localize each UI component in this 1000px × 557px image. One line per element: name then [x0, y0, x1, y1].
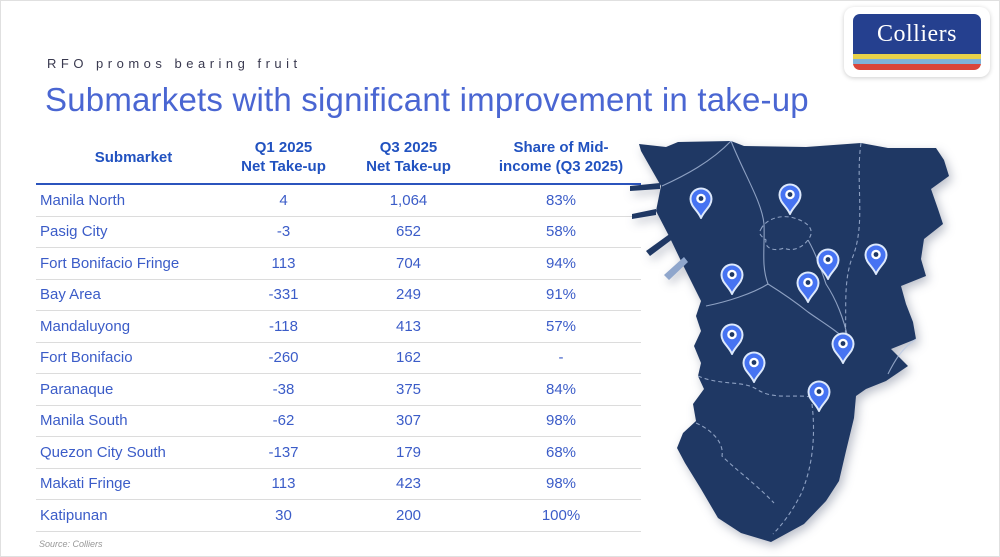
- cell-share-mid-income: 94%: [545, 254, 577, 272]
- logo-stripe-yellow: [853, 54, 981, 59]
- table-row: Fort Bonifacio -260 162 -: [36, 343, 641, 374]
- cell-submarket: Manila South: [40, 412, 128, 430]
- cell-q3-net-take-up: 249: [395, 286, 422, 304]
- map-pier: [646, 233, 674, 256]
- map-landmass: [630, 141, 949, 542]
- cell-q1-net-take-up: -3: [276, 223, 291, 241]
- source-note: Source: Colliers: [39, 539, 103, 549]
- cell-q1-net-take-up: 113: [271, 254, 296, 272]
- cell-share-mid-income: 57%: [545, 317, 577, 335]
- map-city-boundaries: [661, 140, 917, 535]
- cell-q3-net-take-up: 162: [395, 349, 422, 367]
- table-row: Bay Area -331 249 91%: [36, 280, 641, 311]
- cell-share-mid-income: 100%: [541, 506, 581, 524]
- cell-q3-net-take-up: 652: [395, 223, 422, 241]
- page-title: Submarkets with significant improvement …: [45, 81, 809, 118]
- table-row: Makati Fringe 113 423 98%: [36, 469, 641, 500]
- cell-submarket: Makati Fringe: [40, 475, 131, 493]
- submarkets-table: Submarket Q1 2025 Net Take-up Q3 2025 Ne…: [36, 133, 641, 532]
- cell-share-mid-income: 98%: [545, 475, 577, 493]
- cell-q3-net-take-up: 200: [395, 506, 422, 524]
- colliers-wordmark: Colliers: [853, 14, 981, 54]
- cell-submarket: Bay Area: [40, 286, 101, 304]
- cell-q3-net-take-up: 704: [395, 254, 422, 272]
- cell-submarket: Quezon City South: [40, 443, 166, 461]
- cell-q1-net-take-up: 30: [275, 506, 292, 524]
- cell-q1-net-take-up: 113: [271, 475, 296, 493]
- cell-q3-net-take-up: 423: [395, 475, 422, 493]
- cell-share-mid-income: 91%: [545, 286, 577, 304]
- cell-share-mid-income: -: [558, 349, 564, 367]
- cell-q1-net-take-up: -62: [272, 412, 295, 430]
- cell-submarket: Katipunan: [40, 506, 108, 524]
- cell-submarket: Mandaluyong: [40, 317, 131, 335]
- logo-stripe-blue: [853, 59, 981, 64]
- table-row: Katipunan 30 200 100%: [36, 500, 641, 532]
- cell-submarket: Manila North: [40, 191, 126, 209]
- table-row: Manila South -62 307 98%: [36, 406, 641, 437]
- map-outline: [639, 141, 949, 542]
- cell-q3-net-take-up: 413: [395, 317, 422, 335]
- cell-submarket: Fort Bonifacio Fringe: [40, 254, 180, 272]
- map-pier: [664, 257, 688, 280]
- map-pier: [632, 209, 656, 219]
- table-row: Fort Bonifacio Fringe 113 704 94%: [36, 248, 641, 280]
- table-body: Manila North 4 1,064 83% Pasig City -3 6…: [36, 185, 641, 532]
- cell-submarket: Fort Bonifacio: [40, 349, 133, 367]
- cell-q1-net-take-up: -331: [268, 286, 299, 304]
- cell-share-mid-income: 68%: [545, 443, 577, 461]
- cell-share-mid-income: 83%: [545, 191, 577, 209]
- cell-q1-net-take-up: -38: [272, 380, 295, 398]
- cell-q3-net-take-up: 179: [395, 443, 422, 461]
- map-pier: [630, 183, 660, 191]
- table-row: Manila North 4 1,064 83%: [36, 185, 641, 217]
- table-header-row: Submarket Q1 2025 Net Take-up Q3 2025 Ne…: [36, 133, 641, 185]
- col-header-submarket: Submarket: [94, 148, 173, 166]
- table-row: Quezon City South -137 179 68%: [36, 437, 641, 469]
- cell-q1-net-take-up: -118: [269, 317, 298, 335]
- table-row: Mandaluyong -118 413 57%: [36, 311, 641, 343]
- cell-submarket: Pasig City: [40, 223, 108, 241]
- col-header-q3-net-take-up: Q3 2025 Net Take-up: [366, 139, 451, 175]
- kicker-text: RFO promos bearing fruit: [47, 56, 302, 71]
- cell-share-mid-income: 98%: [545, 412, 577, 430]
- cell-q1-net-take-up: -260: [268, 349, 299, 367]
- cell-q3-net-take-up: 307: [395, 412, 422, 430]
- colliers-logo-mark: Colliers: [853, 14, 981, 70]
- cell-share-mid-income: 58%: [545, 223, 577, 241]
- cell-share-mid-income: 84%: [545, 380, 577, 398]
- col-header-share-mid-income: Share of Mid- income (Q3 2025): [498, 139, 624, 175]
- metro-manila-map: [630, 140, 949, 542]
- cell-q1-net-take-up: -137: [268, 443, 299, 461]
- cell-q3-net-take-up: 375: [395, 380, 422, 398]
- table-row: Pasig City -3 652 58%: [36, 217, 641, 248]
- cell-q1-net-take-up: 4: [279, 191, 288, 209]
- cell-submarket: Paranaque: [40, 380, 114, 398]
- cell-q3-net-take-up: 1,064: [389, 191, 428, 209]
- colliers-logo: Colliers: [844, 7, 990, 77]
- logo-stripe-red: [853, 64, 981, 70]
- col-header-q1-net-take-up: Q1 2025 Net Take-up: [241, 139, 326, 175]
- table-row: Paranaque -38 375 84%: [36, 374, 641, 406]
